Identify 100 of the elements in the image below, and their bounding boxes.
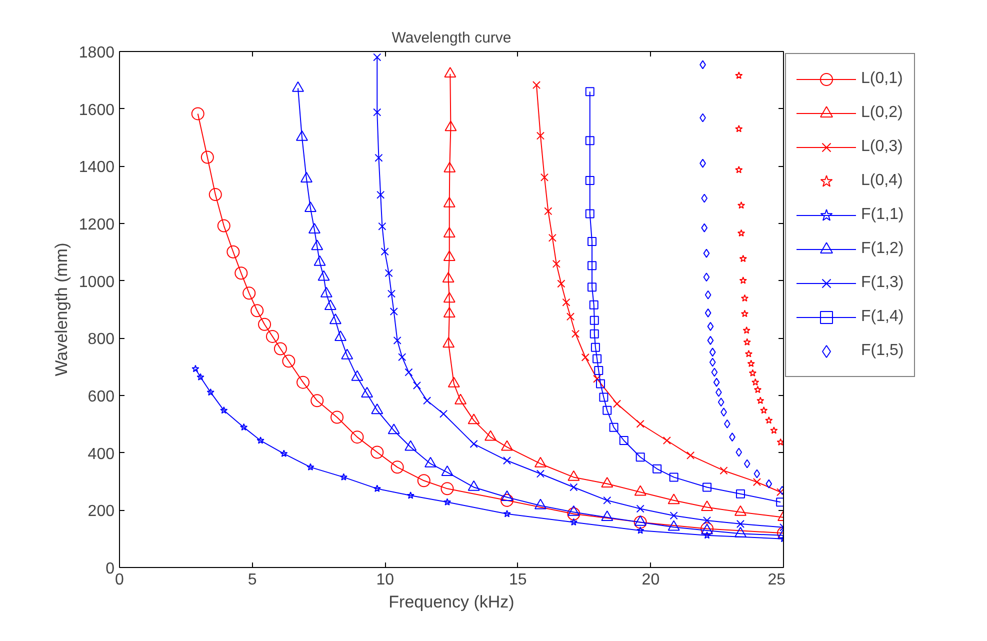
point <box>634 516 647 529</box>
point <box>314 255 326 266</box>
point <box>754 386 762 394</box>
point <box>566 312 575 321</box>
point <box>734 526 746 538</box>
x-axis-title: Frequency (kHz) <box>388 592 514 612</box>
point <box>668 494 680 504</box>
point <box>739 254 747 262</box>
point <box>390 460 404 474</box>
point <box>636 504 644 513</box>
point <box>737 201 746 209</box>
point <box>702 482 712 492</box>
point <box>766 479 772 488</box>
point <box>532 81 541 90</box>
x-tick-label: 25 <box>768 572 786 588</box>
point <box>501 490 514 501</box>
point <box>412 381 422 390</box>
point <box>735 124 743 132</box>
point <box>470 440 478 448</box>
point <box>373 108 382 116</box>
point <box>612 400 622 408</box>
point <box>770 426 778 434</box>
x-tick-label: 10 <box>376 572 394 588</box>
point <box>503 510 511 518</box>
point <box>404 368 413 376</box>
point <box>709 358 716 367</box>
point <box>756 396 764 404</box>
point <box>754 469 760 478</box>
legend-label: F(1,4) <box>861 307 904 327</box>
point <box>570 483 578 492</box>
point <box>636 420 644 428</box>
point <box>735 166 743 174</box>
point <box>760 406 768 414</box>
x-tick-label: 15 <box>509 572 527 588</box>
point <box>594 366 604 376</box>
point <box>562 298 570 306</box>
legend-label: L(0,3) <box>861 137 903 157</box>
point <box>776 488 784 496</box>
point <box>737 229 746 237</box>
point <box>226 245 240 258</box>
point <box>393 336 402 344</box>
point <box>296 376 310 389</box>
point <box>191 107 204 120</box>
point <box>311 240 324 250</box>
point <box>718 398 724 407</box>
legend-label: F(1,5) <box>861 341 904 361</box>
point <box>443 196 456 208</box>
point <box>744 350 753 358</box>
point <box>242 286 256 300</box>
point <box>652 464 662 474</box>
point <box>636 452 645 462</box>
point <box>330 410 344 424</box>
point <box>500 494 514 507</box>
point <box>373 53 382 62</box>
point <box>361 386 374 398</box>
point <box>341 348 354 360</box>
point <box>636 526 644 534</box>
point <box>748 369 757 376</box>
point <box>282 354 296 368</box>
point <box>713 378 720 387</box>
point <box>752 378 760 386</box>
point <box>443 306 456 318</box>
point <box>552 260 560 268</box>
point <box>441 465 454 476</box>
point <box>589 300 598 310</box>
point <box>739 276 747 284</box>
point <box>686 451 695 460</box>
point <box>599 392 608 402</box>
y-tick-label: 1200 <box>78 216 115 234</box>
point <box>329 314 342 324</box>
point <box>196 373 204 380</box>
point <box>378 222 386 230</box>
point <box>266 330 279 343</box>
point <box>603 496 612 504</box>
point <box>602 406 612 415</box>
point <box>593 374 602 383</box>
point <box>634 485 646 496</box>
point <box>736 489 745 498</box>
point <box>567 507 580 520</box>
y-axis-title: Wavelength (mm) <box>52 242 71 376</box>
point <box>417 474 430 488</box>
point <box>536 132 545 140</box>
point <box>668 520 680 531</box>
legend-label: L(0,1) <box>861 69 903 89</box>
point <box>544 207 552 216</box>
y-tick-label: 400 <box>88 446 115 463</box>
y-tick-label: 1000 <box>78 274 115 291</box>
point <box>701 223 708 232</box>
point <box>619 436 628 446</box>
point <box>448 376 460 388</box>
point <box>596 379 605 388</box>
point <box>208 188 222 202</box>
point <box>258 318 272 331</box>
y-tick-label: 1600 <box>78 102 115 119</box>
legend-label: F(1,3) <box>861 273 904 293</box>
point <box>736 520 745 528</box>
point <box>200 150 214 164</box>
point <box>320 286 332 298</box>
point <box>568 505 580 516</box>
point <box>548 234 556 242</box>
